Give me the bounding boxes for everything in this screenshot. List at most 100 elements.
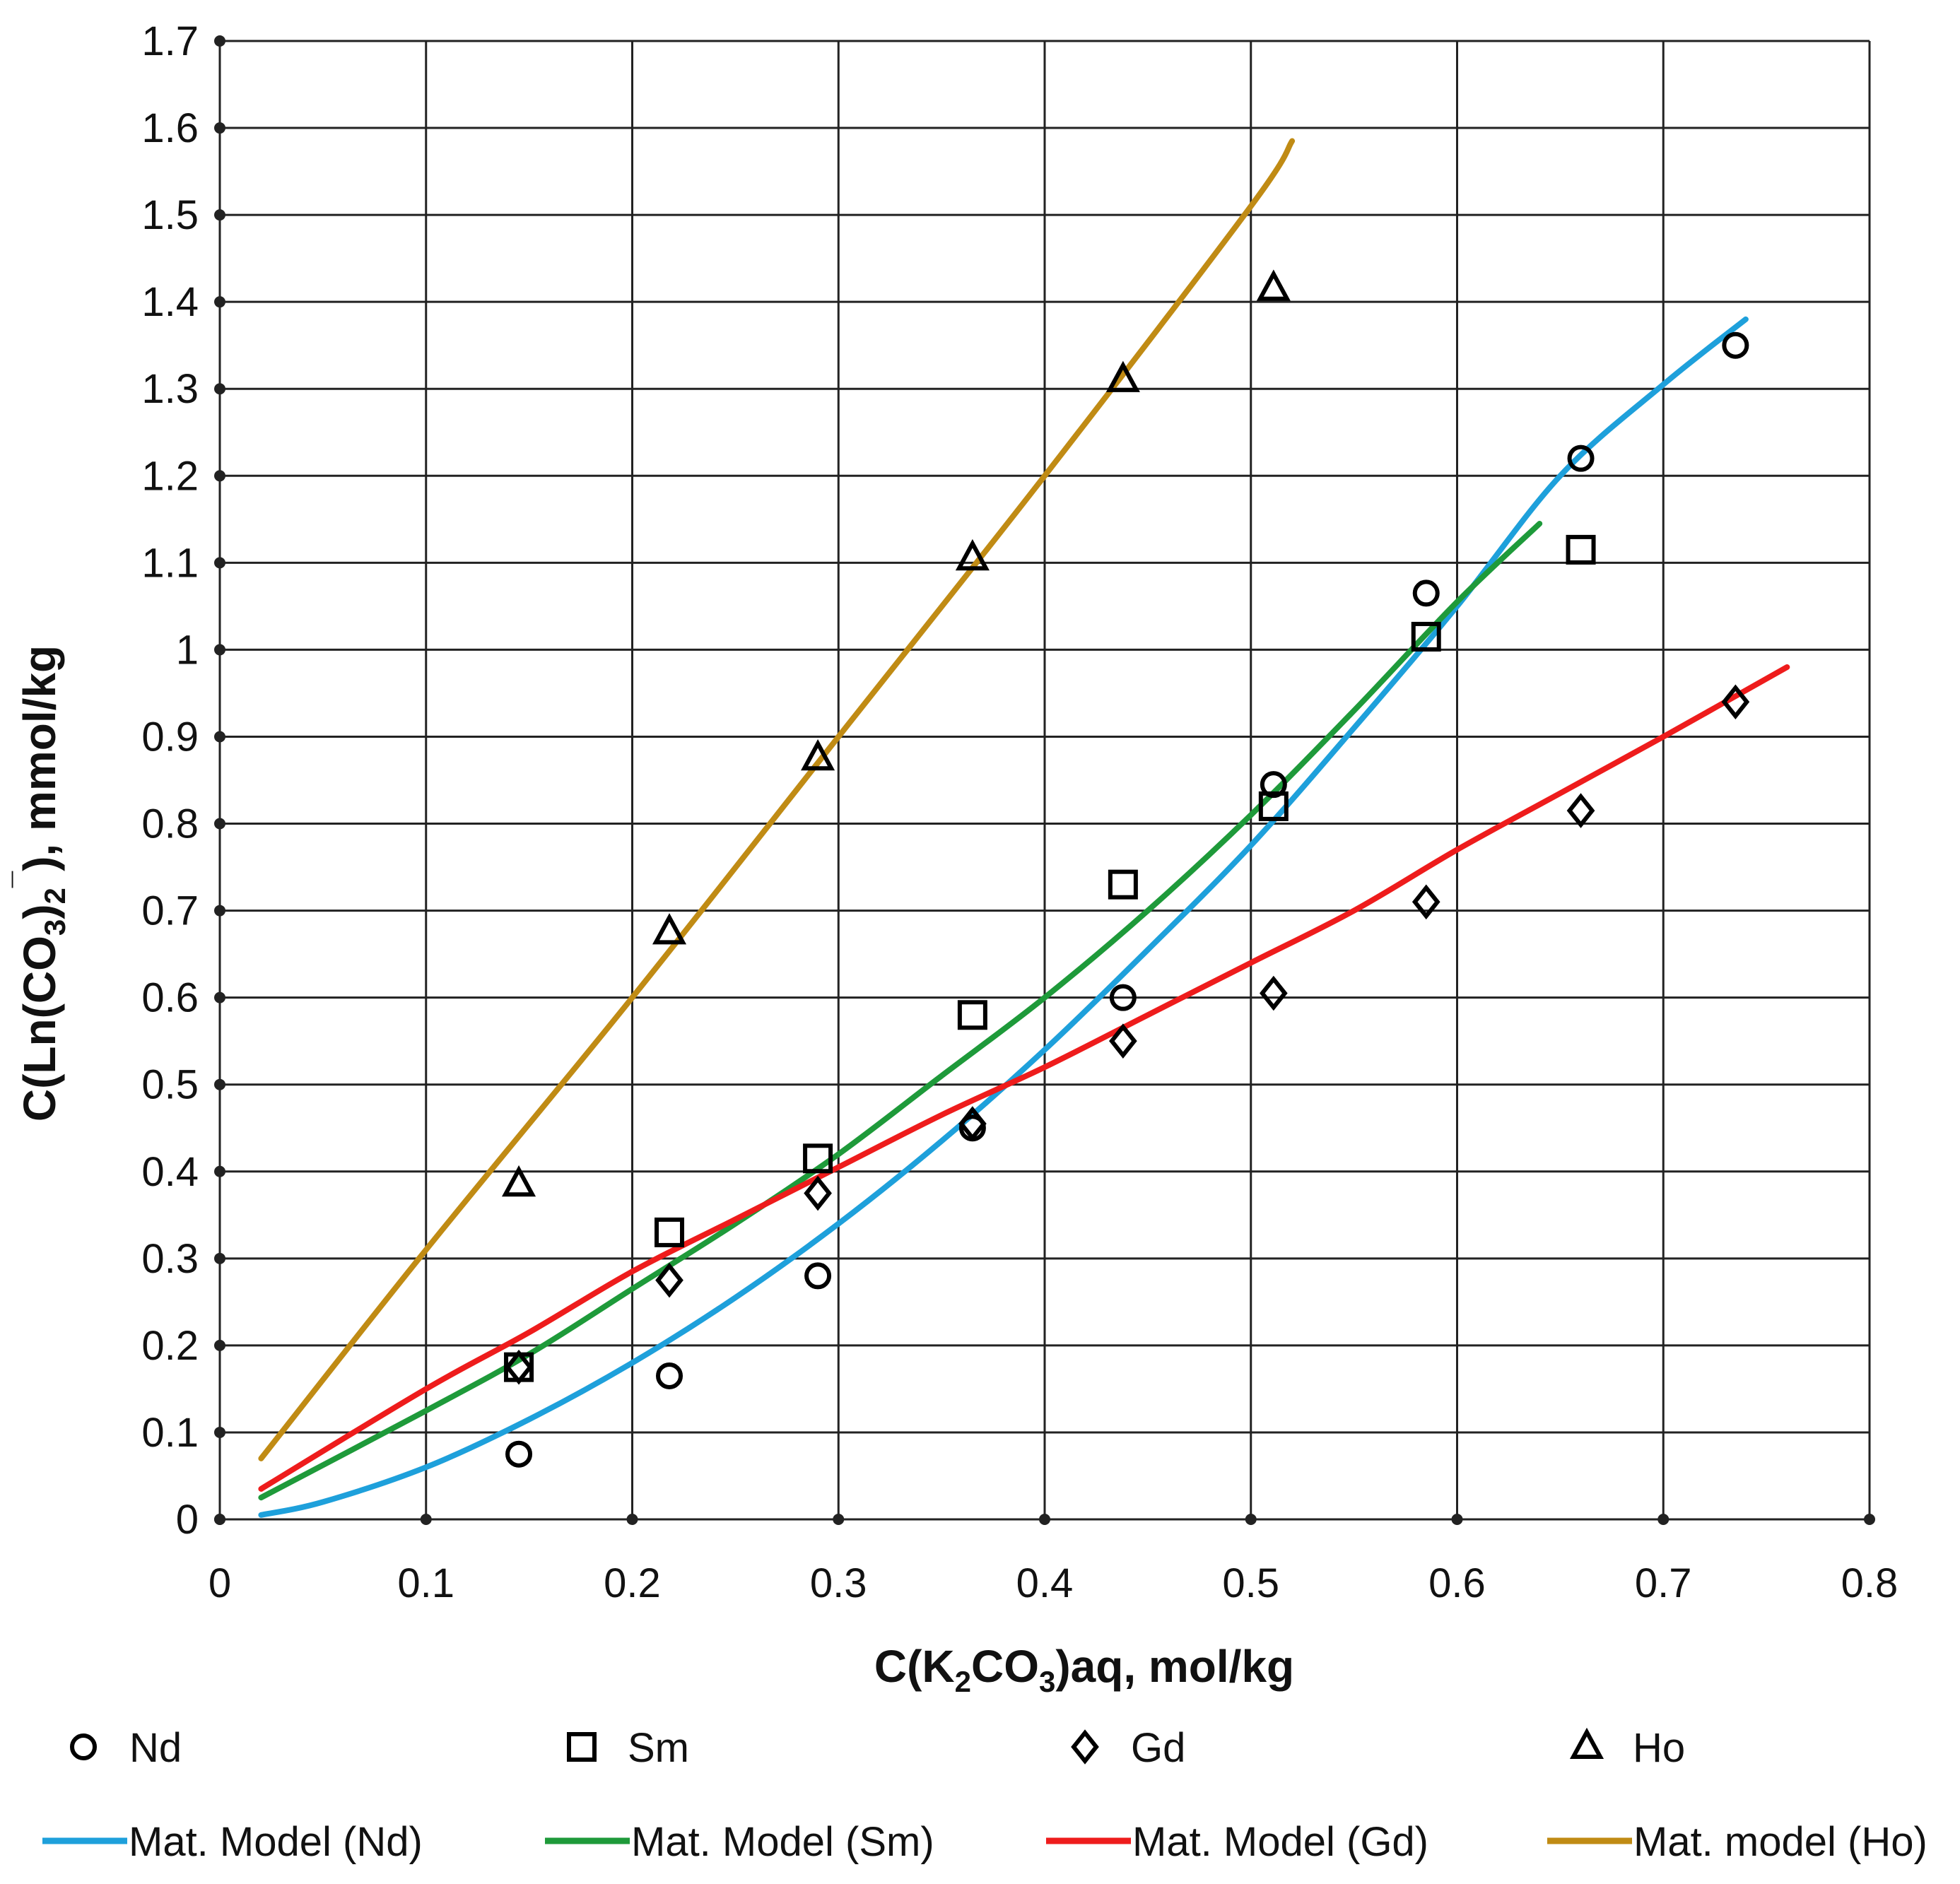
x-title-sub-2: 2 (955, 1665, 971, 1698)
marker-ho (501, 1165, 536, 1197)
y-tick-label: 0 (176, 1497, 199, 1543)
y-tick-label: 1.5 (141, 192, 199, 238)
curve-mat-model-ho (258, 138, 1296, 1461)
y-tick-mark (214, 1165, 225, 1177)
marker-nd (1722, 331, 1749, 359)
y-tick-mark (214, 122, 225, 134)
curve-mat-model-gd (258, 664, 1790, 1492)
y-tick-mark (214, 1252, 225, 1264)
y-tick-mark (214, 905, 225, 917)
y-tick-mark (214, 818, 225, 830)
y-tick-label: 0.8 (141, 801, 199, 847)
x-tick-labels: 0 0.1 0.2 0.3 0.4 0.5 0.6 0.7 0.8 (209, 1560, 1898, 1606)
y-tick-labels: 0 0.1 0.2 0.3 0.4 0.5 0.6 0.7 0.8 0.9 1 1.1 1.2 1.3 1.… (141, 18, 199, 1543)
y-tick-label: 0.1 (141, 1410, 199, 1456)
marker-gd (1260, 975, 1288, 1011)
marker-nd (505, 1440, 533, 1468)
x-tick-label: 0.4 (1016, 1560, 1074, 1606)
y-title-sub-3: 3 (38, 919, 71, 936)
y-tick-mark (214, 383, 225, 395)
marker-gd (1566, 793, 1595, 828)
x-tick-label: 0.2 (604, 1560, 661, 1606)
marker-ho (1105, 360, 1140, 392)
y-tick-mark (214, 991, 225, 1003)
legend-label-gd: Gd (1131, 1725, 1185, 1771)
y-tick-label: 1.3 (141, 366, 199, 412)
y-title-part-units: ), mmol/kg (14, 645, 65, 871)
y-tick-label: 1.4 (141, 279, 199, 325)
y-tick-mark (214, 296, 225, 308)
legend-label-nd: Nd (129, 1725, 182, 1771)
x-tick-label: 0.7 (1635, 1560, 1692, 1606)
x-title-sub-4: 3 (1039, 1665, 1055, 1698)
legend-symbol-gd (1071, 1729, 1099, 1765)
marker-sm (1258, 791, 1289, 821)
marker-sm (957, 1000, 987, 1030)
y-tick-mark (214, 557, 225, 569)
y-tick-label: 1.6 (141, 105, 199, 151)
y-tick-label: 1.2 (141, 453, 199, 499)
y-tick-mark (214, 1339, 225, 1351)
y-tick-mark (214, 731, 225, 743)
y-tick-label: 0.4 (141, 1149, 199, 1195)
y-tick-mark (214, 644, 225, 656)
y-tick-label: 0.9 (141, 714, 199, 760)
y-tick-label: 1.1 (141, 540, 199, 586)
y-tick-mark (214, 1078, 225, 1090)
legend-label-mat-model-sm: Mat. Model (Sm) (631, 1819, 934, 1865)
marker-nd (1567, 444, 1595, 472)
legend-label-mat-model-gd: Mat. Model (Gd) (1132, 1819, 1428, 1865)
grid-lines (214, 35, 1875, 1525)
y-tick-label: 0.7 (141, 888, 199, 934)
x-tick-label: 0.5 (1222, 1560, 1279, 1606)
x-title-part-1: C(K (874, 1641, 955, 1692)
y-title-part-paren: ) (14, 904, 65, 919)
marker-sm (1566, 534, 1596, 565)
marker-gd (1109, 1023, 1137, 1059)
legend-symbol-sm (567, 1732, 597, 1762)
y-tick-label: 0.5 (141, 1062, 199, 1108)
marker-gd (958, 1106, 987, 1141)
marker-ho (801, 738, 835, 771)
x-tick-label: 0.1 (397, 1560, 454, 1606)
legend-label-sm: Sm (628, 1725, 689, 1771)
x-title-part-3: CO (971, 1641, 1039, 1692)
marker-sm (1108, 869, 1138, 900)
marker-gd (655, 1262, 683, 1298)
y-tick-label: 1.7 (141, 18, 199, 64)
y-tick-label: 0.2 (141, 1323, 199, 1369)
y-tick-mark (214, 35, 225, 47)
y-tick-label: 0.6 (141, 975, 199, 1021)
marker-gd (1721, 684, 1750, 720)
y-title-sub-2: 2 (38, 888, 71, 904)
marker-nd (1109, 984, 1137, 1011)
x-tick-label: 0.6 (1428, 1560, 1486, 1606)
data-markers (501, 269, 1750, 1468)
marker-ho (1256, 269, 1291, 301)
y-tick-mark (214, 1426, 225, 1438)
y-tick-mark (214, 1514, 225, 1525)
marker-nd (656, 1362, 683, 1389)
legend-symbol-nd (70, 1733, 97, 1760)
x-tick-label: 0 (209, 1560, 231, 1606)
marker-nd (1260, 771, 1287, 799)
marker-ho (955, 538, 990, 571)
y-tick-mark (214, 470, 225, 482)
marker-nd (1412, 579, 1440, 607)
y-title-sup-minus: ¯ (7, 871, 40, 888)
legend: Nd Sm Gd Ho Mat. Model (Nd) Mat. Model (Sm) Ma… (42, 1725, 1927, 1865)
curve-mat-model-nd (258, 316, 1749, 1518)
x-title-part-5: )aq, mol/kg (1055, 1641, 1294, 1692)
marker-gd (804, 1175, 832, 1211)
y-tick-mark (214, 209, 225, 221)
y-tick-label: 0.3 (141, 1236, 199, 1282)
marker-sm (803, 1143, 833, 1174)
marker-nd (804, 1262, 832, 1290)
legend-label-ho: Ho (1633, 1725, 1685, 1771)
legend-symbol-ho (1569, 1727, 1604, 1759)
legend-label-mat-model-nd: Mat. Model (Nd) (129, 1819, 423, 1865)
x-axis-title: C(K2CO3)aq, mol/kg (874, 1641, 1294, 1698)
marker-ho (652, 913, 687, 945)
